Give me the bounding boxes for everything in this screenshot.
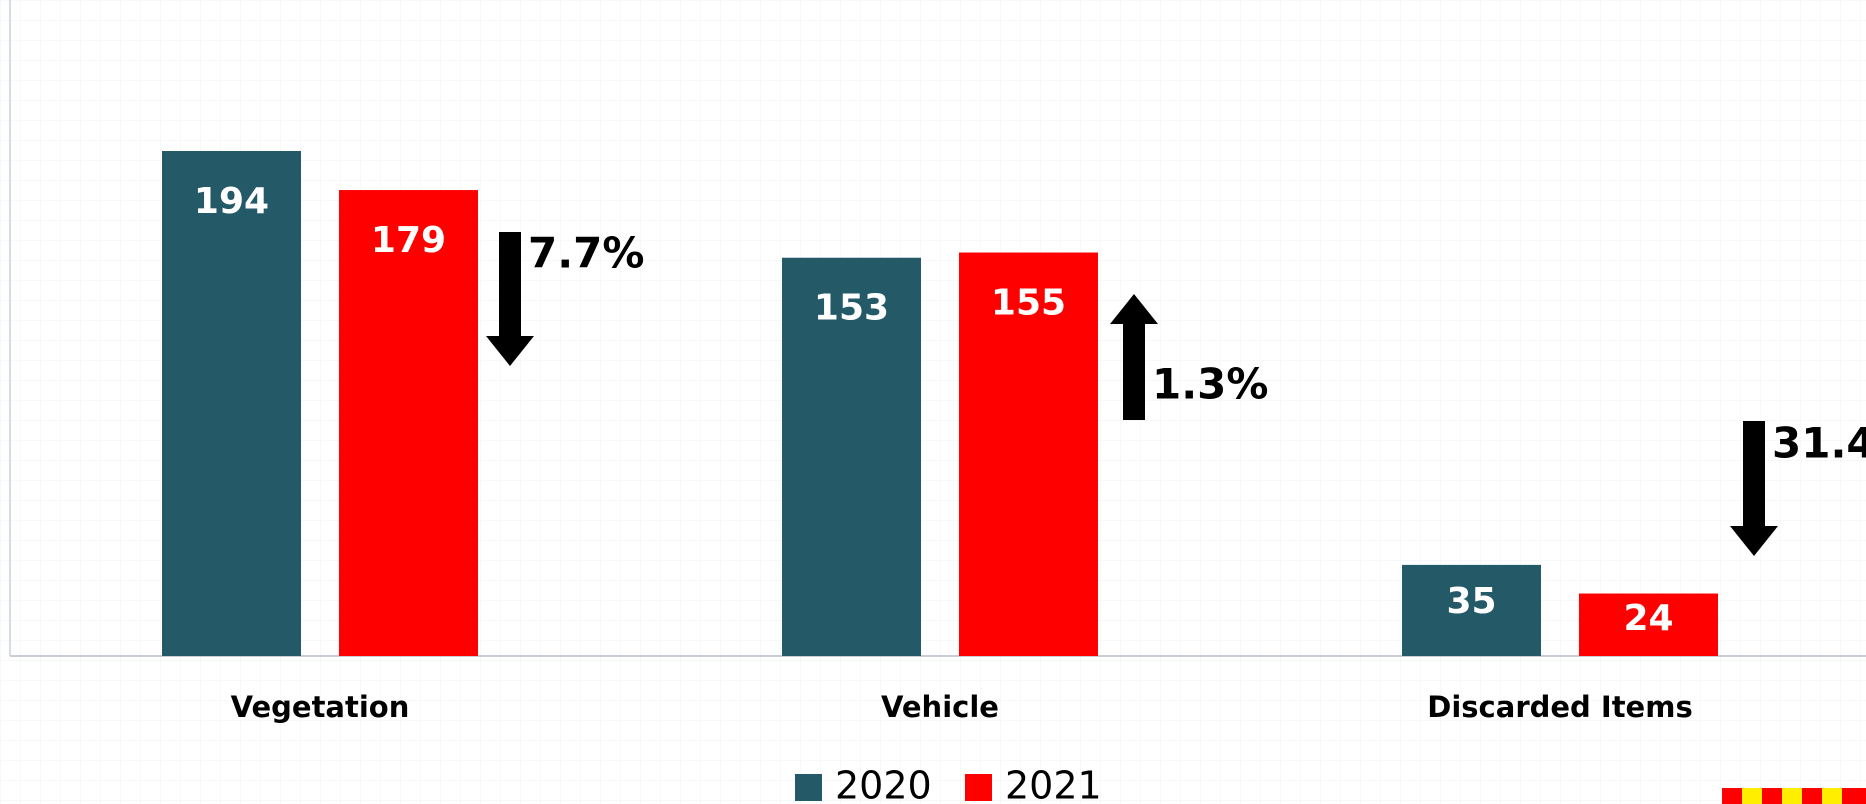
- bar: [959, 252, 1098, 656]
- value-label: 194: [194, 181, 269, 222]
- annotation: 1.3%: [1152, 360, 1268, 409]
- x-tick-label: Discarded Items: [1427, 690, 1692, 724]
- bar: [1579, 593, 1718, 656]
- x-tick-label: Vehicle: [881, 690, 999, 724]
- legend-swatch: [795, 774, 822, 801]
- value-label: 153: [814, 288, 889, 329]
- change-arrow: [486, 232, 534, 366]
- bar: [1402, 564, 1541, 656]
- legend-label: 2020: [835, 764, 932, 804]
- value-label: 35: [1446, 581, 1496, 622]
- x-tick-label: Vegetation: [231, 690, 410, 724]
- value-label: 155: [991, 283, 1066, 324]
- bar: [162, 151, 301, 656]
- corner-decoration: [1722, 788, 1866, 804]
- annotation: 31.4%: [1772, 419, 1866, 468]
- change-arrow: [1730, 421, 1778, 556]
- legend-label: 2021: [1005, 764, 1102, 804]
- legend-swatch: [965, 774, 992, 801]
- value-label: 179: [371, 220, 446, 261]
- bar: [339, 190, 478, 656]
- value-label: 24: [1623, 598, 1673, 639]
- annotation: 7.7%: [528, 229, 644, 278]
- bar: [782, 257, 921, 656]
- change-arrow: [1110, 294, 1158, 420]
